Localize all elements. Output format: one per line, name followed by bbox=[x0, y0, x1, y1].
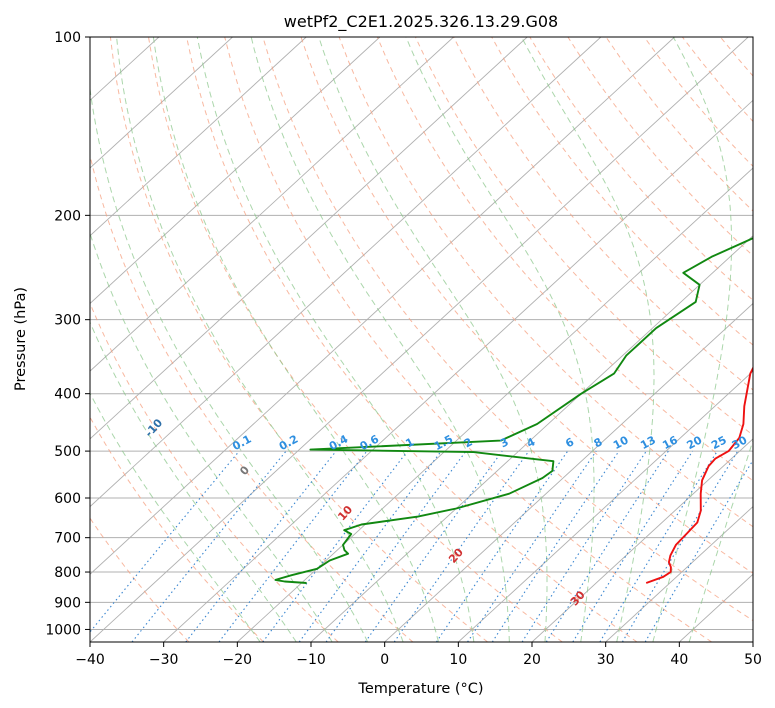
moist-adiabat-line bbox=[90, 392, 261, 642]
isotherm-line bbox=[605, 505, 753, 642]
mixing-ratio-label: 13 bbox=[638, 433, 658, 452]
mixing-ratio-label: 20 bbox=[685, 433, 705, 452]
x-tick-label: 10 bbox=[449, 652, 467, 668]
x-tick-label: −10 bbox=[296, 652, 326, 668]
y-tick-label: 700 bbox=[54, 531, 81, 547]
x-tick-label: 0 bbox=[380, 652, 389, 668]
temperature-series-line bbox=[645, 366, 753, 584]
y-tick-label: 200 bbox=[54, 208, 81, 224]
mixing-ratio-line bbox=[262, 450, 408, 642]
moist-adiabat-line bbox=[196, 37, 475, 642]
isotherm-line bbox=[458, 370, 753, 642]
x-axis-label: Temperature (°C) bbox=[357, 681, 483, 697]
mixing-ratio-line bbox=[521, 450, 647, 642]
x-tick-label: 20 bbox=[523, 652, 541, 668]
x-tick-label: 30 bbox=[597, 652, 615, 668]
sounding-lines bbox=[274, 237, 753, 584]
dry-adiabat-line bbox=[90, 302, 339, 642]
isotherm-line bbox=[90, 37, 602, 508]
mixing-ratio-line bbox=[545, 450, 669, 642]
isotherm-line bbox=[90, 37, 675, 575]
isotherm-line bbox=[531, 438, 753, 642]
y-tick-label: 900 bbox=[54, 595, 81, 611]
y-axis: 100 200 300 400 500 600 700 800 900 1000 bbox=[45, 30, 90, 638]
dry-adiabat-line bbox=[338, 37, 753, 528]
moist-adiabat-line bbox=[152, 37, 439, 642]
moist-adiabat-line bbox=[688, 438, 753, 642]
moist-adiabat-line bbox=[90, 85, 369, 642]
dry-adiabat-line bbox=[109, 37, 488, 642]
x-tick-label: −20 bbox=[223, 652, 253, 668]
x-tick-label: −30 bbox=[149, 652, 179, 668]
y-tick-label: 1000 bbox=[45, 622, 81, 638]
dry-adiabat-line bbox=[414, 37, 753, 436]
y-tick-label: 100 bbox=[54, 30, 81, 46]
isotherm-line bbox=[310, 235, 753, 642]
mixing-ratio-line bbox=[467, 450, 597, 642]
moist-adiabat-line bbox=[521, 37, 655, 642]
y-tick-label: 600 bbox=[54, 491, 81, 507]
mixing-ratio-line bbox=[393, 450, 530, 642]
isotherm-line bbox=[90, 37, 528, 440]
y-tick-label: 800 bbox=[54, 565, 81, 581]
dry-adiabat-line bbox=[148, 37, 563, 642]
mixing-ratio-line bbox=[491, 450, 620, 642]
dry-adiabat-line bbox=[90, 416, 264, 642]
dry-adiabat-line bbox=[224, 37, 712, 642]
isotherm-line bbox=[90, 37, 454, 372]
isotherm-line bbox=[237, 167, 753, 642]
dry-adiabat-line bbox=[90, 517, 190, 642]
y-tick-label: 300 bbox=[54, 313, 81, 329]
x-axis: −40 −30 −20 −10 0 10 20 30 40 50 bbox=[75, 642, 762, 668]
mixing-ratio-line bbox=[131, 450, 287, 642]
dry-adiabat-line bbox=[300, 37, 753, 574]
isotherm-line bbox=[90, 37, 307, 237]
dewpoint-series-line bbox=[274, 237, 753, 584]
mixing-ratio-line bbox=[644, 459, 753, 642]
mixing-ratio-label: 10 bbox=[611, 433, 631, 452]
plot-frame bbox=[89, 36, 754, 643]
moist-adiabat-line bbox=[90, 320, 297, 642]
isotherm-line bbox=[163, 99, 753, 642]
mixing-ratio-line bbox=[185, 450, 337, 642]
y-axis-label: Pressure (hPa) bbox=[13, 287, 29, 391]
chart-title: wetPf2_C2E1.2025.326.13.29.G08 bbox=[284, 12, 558, 32]
moist-adiabat-line bbox=[318, 37, 548, 642]
moist-adiabat-line bbox=[250, 37, 510, 642]
mixing-ratio-label: 25 bbox=[709, 433, 729, 452]
dry-adiabat-line bbox=[453, 37, 753, 391]
x-tick-label: −40 bbox=[75, 652, 105, 668]
mixing-ratio-label: 16 bbox=[660, 433, 680, 452]
isotherm-line bbox=[384, 302, 753, 642]
moist-adiabat-line bbox=[652, 37, 733, 642]
isotherm-line bbox=[90, 37, 233, 169]
mixing-ratio-line bbox=[435, 450, 569, 642]
x-tick-label: 40 bbox=[670, 652, 688, 668]
y-tick-label: 400 bbox=[54, 387, 81, 403]
background-lines bbox=[90, 37, 753, 642]
mixing-ratio-line bbox=[572, 450, 694, 642]
y-tick-label: 500 bbox=[54, 444, 81, 460]
mixing-ratio-label: 30 bbox=[730, 433, 750, 452]
dry-adiabat-line bbox=[186, 37, 638, 642]
mixing-ratio-line bbox=[364, 450, 503, 642]
mixing-ratio-line bbox=[599, 450, 718, 642]
isotherm-line bbox=[90, 37, 381, 305]
moist-adiabat-line bbox=[116, 37, 404, 642]
x-tick-label: 50 bbox=[744, 652, 762, 668]
dry-adiabat-line bbox=[90, 153, 414, 642]
dry-adiabat-line bbox=[262, 37, 753, 622]
isotherm-line bbox=[90, 37, 749, 642]
